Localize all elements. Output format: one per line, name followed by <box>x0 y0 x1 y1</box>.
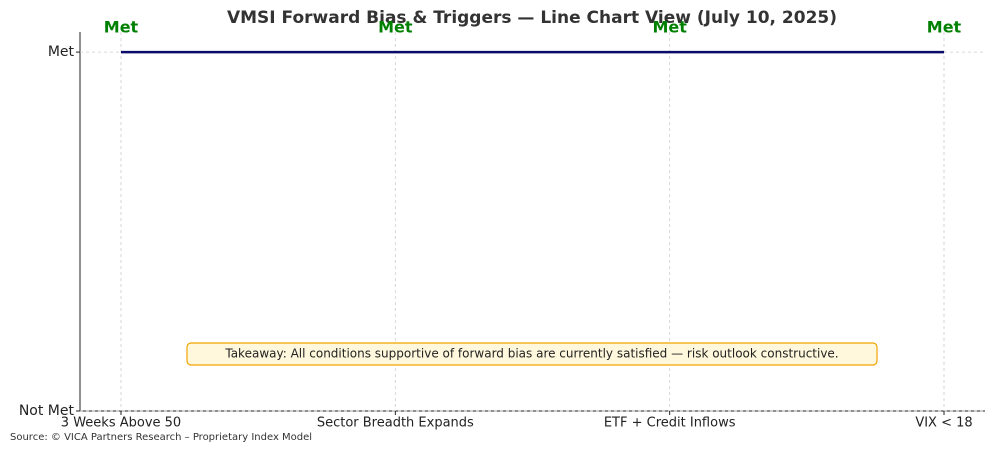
value-label: Met <box>927 18 962 37</box>
annotation-text: Takeaway: All conditions supportive of f… <box>224 347 838 361</box>
value-label: Met <box>378 18 413 37</box>
x-tick-label: ETF + Credit Inflows <box>604 416 736 431</box>
x-tick-label: 3 Weeks Above 50 <box>61 416 181 431</box>
value-label: Met <box>652 18 687 37</box>
y-tick-label: Not Met <box>19 403 75 419</box>
annotation-box <box>186 342 878 366</box>
x-tick-label: Sector Breadth Expands <box>317 416 474 431</box>
x-tick-label: VIX < 18 <box>915 416 972 431</box>
y-tick-label: Met <box>48 44 75 60</box>
annotation: Takeaway: All conditions supportive of f… <box>186 342 878 366</box>
source-note: Source: © VICA Partners Research – Propr… <box>10 432 312 443</box>
chart-title: VMSI Forward Bias & Triggers — Line Char… <box>227 8 837 28</box>
value-label: Met <box>104 18 139 37</box>
